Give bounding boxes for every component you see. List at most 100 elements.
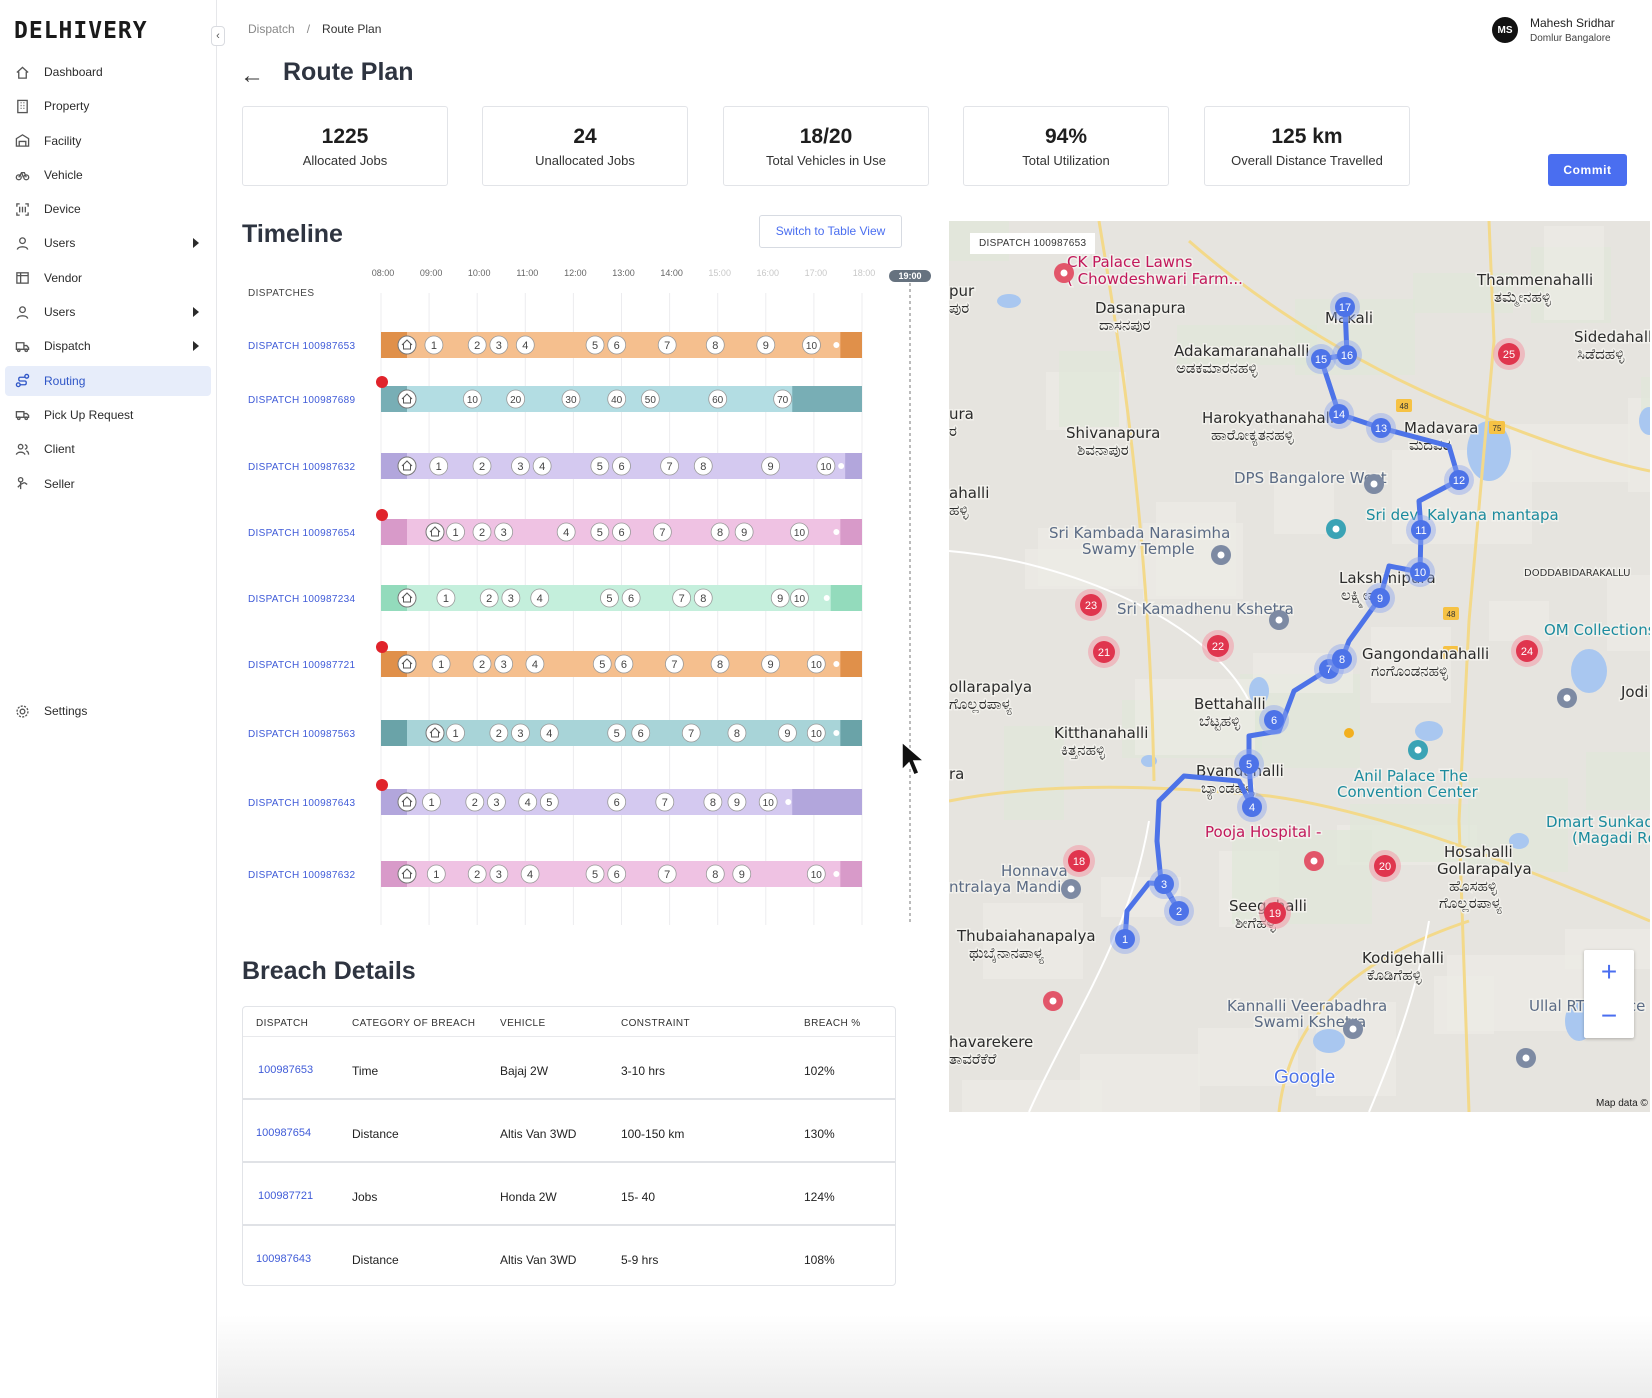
delhivery-logo[interactable]: DELHIVERY [14, 18, 148, 44]
breach-percent: 108% [804, 1253, 835, 1267]
unallocated-job-marker [1516, 640, 1538, 662]
sidebar-item-client[interactable]: Client [5, 434, 211, 464]
home-icon [397, 864, 417, 884]
dispatch-row-label[interactable]: DISPATCH 100987563 [248, 729, 356, 740]
map-block [1177, 325, 1317, 365]
home-icon-glyph [401, 868, 413, 879]
dispatch-row-label[interactable]: DISPATCH 100987632 [248, 870, 356, 881]
stop-marker-label: 9 [784, 728, 790, 740]
stop-marker-label: 4 [522, 340, 528, 352]
stop-marker-label: 8 [700, 593, 706, 605]
map-poi-pin-dot [1217, 551, 1225, 559]
stop-marker-label: 10 [806, 341, 818, 352]
route-stop-marker [1264, 710, 1284, 730]
dispatch-row-label[interactable]: DISPATCH 100987653 [248, 341, 356, 352]
sidebar-item-vendor[interactable]: Vendor [5, 263, 211, 293]
sidebar-item-users[interactable]: Users [5, 297, 211, 327]
dispatch-row-label[interactable]: DISPATCH 100987632 [248, 462, 356, 473]
stop-marker-label: 2 [486, 593, 492, 605]
sidebar-item-settings[interactable]: Settings [5, 696, 211, 730]
commit-button[interactable]: Commit [1548, 154, 1627, 186]
route-map[interactable]: 48 48 48 75 CK Palace Lawns( Chowdeshwari Fa… [949, 221, 1650, 1112]
route-stop-label: 14 [1333, 409, 1345, 421]
map-place-label: Hosahalli [1444, 843, 1513, 861]
current-time-badge [889, 270, 931, 282]
stop-marker [530, 588, 550, 608]
stop-marker-label: 7 [688, 728, 694, 740]
dispatch-row-label[interactable]: DISPATCH 100987643 [248, 798, 356, 809]
stop-marker [612, 456, 631, 476]
route-stop-label: 12 [1453, 475, 1465, 487]
map-place-label: ಪುರ [949, 299, 969, 317]
back-arrow-icon[interactable]: ← [240, 62, 264, 89]
map-place-label: ಕಿತ್ತನಹಳ್ಳಿ [1061, 741, 1105, 760]
stop-marker-label: 5 [599, 659, 605, 671]
road-shield-number: 48 [1447, 610, 1456, 619]
route-stop-label: 7 [1326, 664, 1332, 676]
sidebar-item-users[interactable]: Users [5, 228, 211, 258]
dispatch-row-label[interactable]: DISPATCH 100987234 [248, 594, 356, 605]
route-stop-label: 1 [1122, 934, 1128, 946]
user-icon [14, 304, 30, 320]
map-poi-pin-dot [1522, 1054, 1530, 1062]
stat-value: 18/20 [799, 125, 853, 148]
route-stop-label: 17 [1339, 302, 1351, 314]
stop-marker-label: 10 [811, 729, 823, 740]
sidebar-item-routing[interactable]: Routing [5, 365, 211, 396]
sidebar-item-vehicle[interactable]: Vehicle [5, 160, 211, 190]
home-icon-glyph [401, 592, 413, 603]
sidebar-item-device[interactable]: Device [5, 194, 211, 224]
stop-marker-label: 8 [712, 869, 718, 881]
zoom-out-button[interactable]: − [1600, 1000, 1618, 1031]
switch-to-table-view-button[interactable]: Switch to Table View [759, 215, 902, 248]
stop-marker [734, 522, 754, 542]
map-place-label: havarekere [949, 1033, 1033, 1051]
table-header: DISPATCH CATEGORY OF BREACH VEHICLE CONS… [243, 1007, 895, 1037]
caret-right-icon[interactable] [193, 238, 199, 249]
stop-marker [472, 654, 492, 674]
dispatch-link[interactable]: 100987643 [256, 1253, 312, 1265]
caret-right-icon[interactable] [193, 341, 199, 352]
dispatch-row-label[interactable]: DISPATCH 100987689 [248, 395, 356, 406]
stop-marker [487, 792, 506, 812]
map-place-label: Sri devi Kalyana mantapa [1366, 506, 1559, 524]
stop-marker [710, 654, 730, 674]
road-shield-icon [1489, 421, 1505, 434]
breadcrumb-dispatch[interactable]: Dispatch [248, 22, 295, 36]
map-place-label: Honnava [1001, 862, 1068, 880]
home-icon [397, 456, 417, 476]
stop-marker-label: 7 [659, 527, 665, 539]
sidebar-item-facility[interactable]: Facility [5, 126, 211, 156]
water-body [1313, 1029, 1345, 1053]
stop-marker-label: 6 [614, 797, 620, 809]
caret-right-icon[interactable] [193, 307, 199, 318]
sidebar-item-seller[interactable]: Seller [5, 469, 211, 499]
stop-marker [705, 335, 725, 355]
stop-marker [446, 522, 465, 542]
unallocated-job-marker [1093, 641, 1115, 663]
hour-tick-label: 12:00 [564, 268, 587, 278]
sidebar-item-dashboard[interactable]: Dashboard [5, 57, 211, 87]
breach-indicator-dot [376, 641, 388, 653]
dispatch-row-label[interactable]: DISPATCH 100987654 [248, 528, 356, 539]
unallocated-job-label: 22 [1212, 641, 1224, 653]
sidebar-item-property[interactable]: Property [5, 91, 211, 121]
collapse-sidebar-button[interactable]: ‹ [211, 26, 225, 46]
sidebar-item-dispatch[interactable]: Dispatch [5, 331, 211, 361]
dispatch-link[interactable]: 100987721 [258, 1190, 314, 1202]
zoom-in-button[interactable]: + [1600, 956, 1618, 987]
dispatch-row-label[interactable]: DISPATCH 100987721 [248, 660, 356, 671]
breach-indicator-dot [376, 779, 388, 791]
stop-marker-label: 2 [479, 527, 485, 539]
stop-marker-label: 6 [614, 869, 620, 881]
sidebar-item-pick-up-request[interactable]: Pick Up Request [5, 400, 211, 430]
map-block [983, 903, 1083, 979]
stop-marker [607, 792, 627, 812]
column-header: DISPATCH [256, 1018, 309, 1029]
map-place-label: Sri Kambada Narasimha [1049, 524, 1230, 542]
dispatch-link[interactable]: 100987653 [258, 1064, 314, 1076]
stop-marker-label: 9 [768, 659, 774, 671]
dispatch-link[interactable]: 100987654 [256, 1127, 312, 1139]
user-profile[interactable]: MS Mahesh Sridhar Domlur Bangalore [1492, 16, 1615, 44]
vehicle: Altis Van 3WD [500, 1253, 577, 1267]
